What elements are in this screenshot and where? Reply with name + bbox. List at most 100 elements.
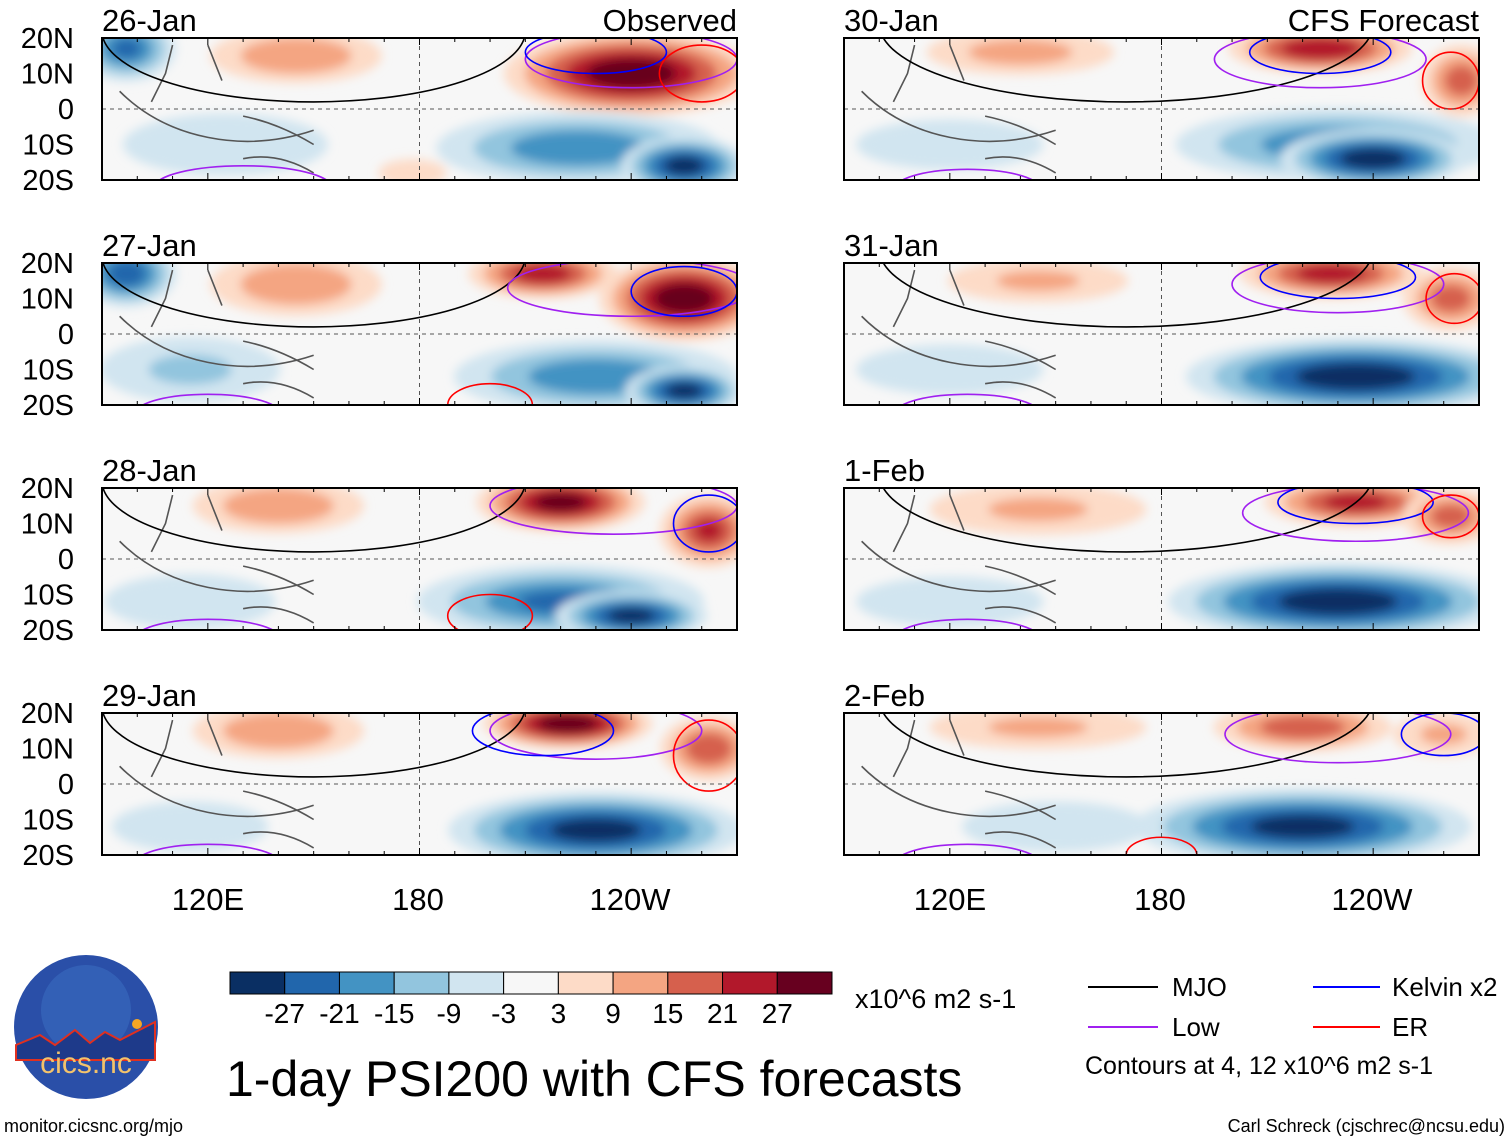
lat-label: 10N [21,284,74,316]
coastline [119,719,315,849]
lon-label: 180 [392,882,444,917]
anomaly-contour-fill [222,713,334,749]
anomaly-contour-fill [108,263,146,287]
lon-labels-right: 120E 180 120W [914,882,1413,917]
mjo-contour [882,488,1370,553]
lat-label: 20S [22,615,74,647]
lon-label: 120E [172,882,244,917]
cics-logo: cics.nc [14,955,158,1099]
kelvin-contour [1277,488,1434,525]
mjo-contour [882,713,1370,778]
anomaly-field [102,488,737,630]
low-contour [1213,38,1427,89]
anomaly-contour-fill [586,58,676,89]
panel-date: 30-Jan [844,3,939,38]
colorbar-label: -21 [319,998,359,1029]
lat-label: 0 [58,544,74,576]
lat-label: 20S [22,165,74,197]
colorbar-label: -3 [491,998,516,1029]
lat-label: 0 [58,769,74,801]
anomaly-field [844,488,1479,630]
panel-date: 1-Feb [844,453,925,488]
low-contour [506,263,737,318]
legend-label-er: ER [1392,1012,1428,1042]
er-contour [1125,836,1198,855]
anomaly-contour-fill [996,270,1080,291]
observed-label: Observed [603,3,737,38]
forecast-label: CFS Forecast [1288,3,1480,38]
anomaly-contour-fill [514,264,571,284]
units-label: x10^6 m2 s-1 [855,984,1016,1014]
logo-text: cics.nc [40,1047,132,1080]
mjo-contour [102,263,526,328]
low-contour [901,618,1034,630]
coastline [861,494,1057,624]
kelvin-contour [1400,713,1479,757]
colorbar-label: 3 [551,998,567,1029]
mjo-contour [882,263,1370,328]
legend: MJO Kelvin x2 Low ER Contours at 4, 12 x… [1085,972,1498,1080]
mjo-contour [102,488,526,553]
panel-date: 2-Feb [844,678,925,713]
colorbar-swatch [284,971,340,995]
kelvin-contour [1259,263,1417,300]
mjo-contour [102,713,526,778]
anomaly-field [102,713,737,855]
panel-date: 31-Jan [844,228,939,263]
anomaly-contour-fill [1430,285,1471,312]
lat-label: 20N [21,23,74,55]
anomaly-contour-fill [607,607,655,624]
anomaly-field [844,38,1479,180]
lon-label: 180 [1134,882,1186,917]
anomaly-contour-fill [550,818,642,842]
anomaly-field [102,263,737,405]
lat-label: 10N [21,59,74,91]
anomaly-contour-fill [1250,814,1355,839]
er-contour [446,593,534,630]
anomaly-contour-fill [856,344,1044,395]
colorbar-swatch [393,971,450,995]
low-contour [1241,488,1470,543]
site-url[interactable]: monitor.cicsnc.org/mjo [4,1116,183,1136]
lon-label: 120W [1332,882,1414,917]
low-contour [524,38,737,89]
anomaly-contour-fill [112,801,269,852]
mjo-contour [102,38,526,103]
anomaly-contour-fill [222,488,334,524]
anomaly-contour-fill [104,574,276,630]
colorbar-swatch [776,971,833,995]
anomaly-contour-fill [988,717,1088,738]
colorbar-swatch [667,971,724,995]
panel-date: 27-Jan [102,228,197,263]
colorbar-label: 9 [605,998,621,1029]
kelvin-contour [471,713,615,757]
low-contour [489,713,703,760]
kelvin-contour [1248,38,1392,75]
er-contour [446,382,534,405]
colorbar-swatch [722,971,778,995]
lon-label: 120W [590,882,672,917]
legend-label-low: Low [1172,1012,1220,1042]
er-contour [1421,494,1479,539]
lat-label: 10S [22,580,74,612]
lat-label: 10N [21,734,74,766]
lat-label: 20S [22,390,74,422]
lat-label: 20N [21,248,74,280]
colorbar-label: 21 [707,998,738,1029]
colorbar-swatch [338,971,395,995]
low-contour [1224,713,1452,764]
anomaly-contour-fill [856,119,1044,170]
anomaly-contour-fill [537,714,598,733]
kelvin-contour [524,38,668,75]
er-contour [672,719,737,792]
coastline [861,269,1057,399]
lat-label: 20N [21,698,74,730]
panel-date: 26-Jan [102,3,197,38]
coastline [119,44,315,174]
low-contour [141,393,275,405]
